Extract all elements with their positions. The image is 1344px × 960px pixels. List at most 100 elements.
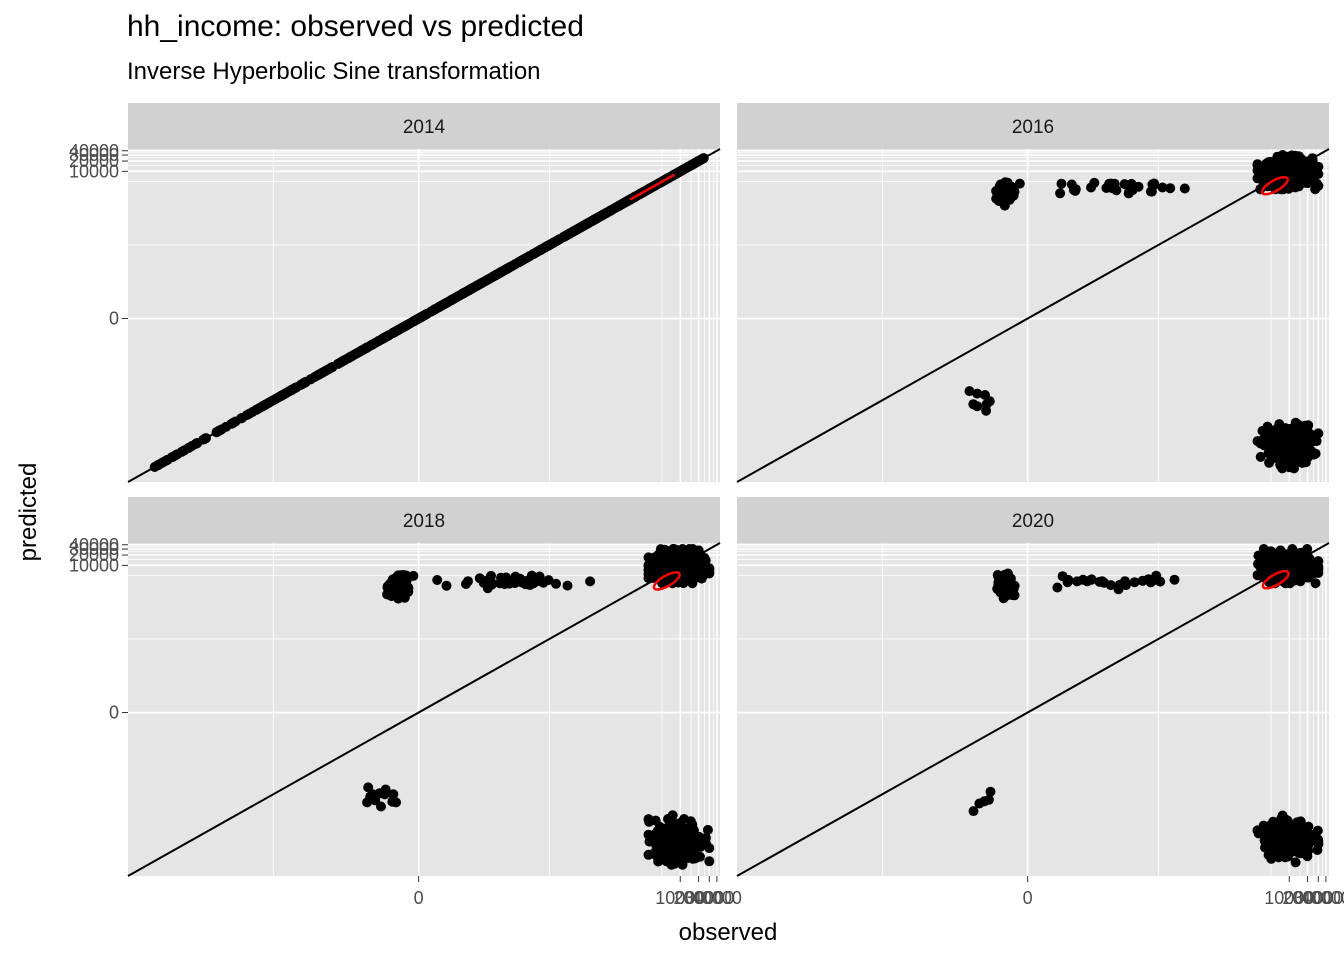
data-point [704,856,715,867]
data-point [1273,559,1284,570]
data-point [1283,851,1293,862]
y-axis-title: predicted [15,463,42,562]
data-point [1310,578,1321,589]
data-point [658,834,669,845]
confidence-ellipse [1261,569,1290,590]
data-point [376,801,386,812]
data-point [299,377,310,388]
data-point [1299,839,1310,850]
data-point [1280,814,1291,825]
data-point [968,806,979,817]
data-point [672,847,683,858]
data-point [546,239,556,250]
facet-strip [128,103,720,149]
gridlines [737,543,1329,876]
data-point [192,438,203,448]
data-point [1307,153,1318,164]
data-point [514,576,525,587]
data-point [388,789,399,800]
data-point [1309,449,1319,460]
data-point [999,592,1010,603]
data-point [1259,428,1270,439]
data-point [1302,161,1313,172]
data-point [379,332,390,343]
x-tick-label: 20000 [674,888,724,908]
facet-strip-label: 2018 [403,511,445,532]
y-tick-label: 20000 [69,151,119,171]
data-point [1290,168,1301,179]
facet-strip [737,103,1329,149]
data-point [681,853,692,864]
data-point [441,580,452,591]
data-point [1277,830,1288,841]
data-point [1113,584,1124,595]
data-point [1137,575,1148,586]
data-point [1086,182,1096,193]
data-point [667,810,678,821]
data-point [699,553,710,563]
data-point [495,578,505,589]
data-point [1287,458,1298,469]
data-point [654,821,665,832]
data-point [687,819,698,830]
reference-line [736,148,1330,483]
data-point [1291,179,1302,190]
data-point [517,255,528,266]
data-point [684,544,695,554]
data-point [251,404,262,415]
data-point [1269,549,1280,560]
data-point [687,830,698,841]
data-point [1126,178,1137,189]
data-point [667,839,677,850]
data-point [702,824,713,835]
confidence-ellipse [629,173,675,201]
data-point [496,267,507,278]
panels-layer: 2014010000200003000040000201620180100002… [69,103,1344,908]
data-point [964,386,975,397]
data-point [1082,576,1093,587]
x-tick-label: 30000 [684,888,734,908]
data-point [1313,428,1324,439]
data-point [672,550,683,561]
data-point [531,575,542,586]
data-point [283,386,294,397]
data-point [1253,828,1264,839]
data-point [360,343,371,354]
data-point [696,573,707,584]
data-point [1129,577,1140,588]
data-point [1179,183,1190,194]
data-point [1003,569,1013,580]
data-point [582,218,593,229]
data-point [1305,173,1316,184]
data-point [994,583,1005,594]
data-point [1264,457,1275,468]
data-point [390,579,401,590]
data-point [700,832,711,843]
data-point [974,798,985,809]
data-point [657,845,667,856]
data-point [1262,159,1273,170]
y-tick-label: 30000 [69,145,119,165]
data-point [693,838,703,848]
data-point [1311,566,1322,577]
data-point [428,305,439,316]
data-point [362,797,373,808]
data-point [1277,463,1288,474]
y-tick-label: 40000 [69,535,119,555]
x-tick-label: 0 [414,888,424,908]
chart-subtitle: Inverse Hyperbolic Sine transformation [127,58,541,85]
gridlines [128,543,720,876]
data-point [370,338,380,349]
data-point [1169,574,1180,585]
data-point [1275,167,1286,177]
data-point [487,271,498,282]
data-point [1097,576,1108,587]
data-point [1253,550,1264,561]
facet-strip-label: 2016 [1012,117,1054,138]
data-point [1274,419,1285,430]
facet-strip-label: 2020 [1012,511,1054,532]
data-point [387,796,398,807]
chart-title: hh_income: observed vs predicted [127,10,584,43]
data-point [451,292,462,302]
